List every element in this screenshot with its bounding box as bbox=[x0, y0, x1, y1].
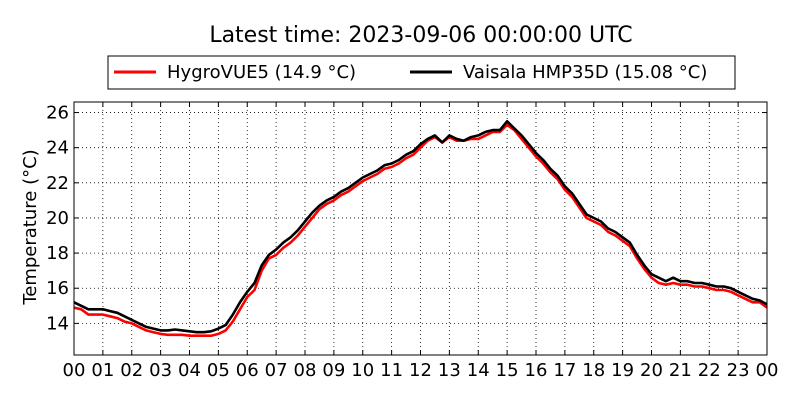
y-tick-label: 24 bbox=[46, 138, 69, 159]
x-tick-label: 10 bbox=[351, 360, 374, 381]
x-tick-label: 23 bbox=[727, 360, 750, 381]
x-tick-label: 22 bbox=[698, 360, 721, 381]
y-axis-label: Temperature (°C) bbox=[20, 149, 41, 305]
x-tick-label: 01 bbox=[91, 360, 114, 381]
x-tick-label: 09 bbox=[322, 360, 345, 381]
x-tick-label: 11 bbox=[380, 360, 403, 381]
axis-ticks: 00 01 02 03 04 05 06 07 08 09 10 11 12 13 14 15 16 17 18 19… bbox=[46, 102, 778, 381]
x-tick-label: 04 bbox=[178, 360, 201, 381]
x-tick-label: 12 bbox=[409, 360, 432, 381]
y-tick-label: 14 bbox=[46, 313, 69, 334]
series-line-hygrovue5 bbox=[73, 123, 768, 338]
x-tick-label: 16 bbox=[525, 360, 548, 381]
legend-label-hygrovue5: HygroVUE5 (14.9 °C) bbox=[167, 62, 356, 83]
x-tick-label: 18 bbox=[582, 360, 605, 381]
x-tick-label: 06 bbox=[236, 360, 259, 381]
x-tick-label: 00 bbox=[63, 360, 86, 381]
x-tick-label: 07 bbox=[265, 360, 288, 381]
legend-label-vaisala: Vaisala HMP35D (15.08 °C) bbox=[463, 62, 707, 83]
y-tick-label: 20 bbox=[46, 208, 69, 229]
x-tick-label: 03 bbox=[149, 360, 172, 381]
x-tick-label: 05 bbox=[207, 360, 230, 381]
x-tick-label: 14 bbox=[467, 360, 490, 381]
legend-box bbox=[107, 55, 736, 90]
x-tick-label: 15 bbox=[496, 360, 519, 381]
x-tick-label: 20 bbox=[640, 360, 663, 381]
x-tick-label: 00 bbox=[756, 360, 779, 381]
chart-title: Latest time: 2023-09-06 00:00:00 UTC bbox=[209, 23, 632, 48]
series-lines bbox=[73, 120, 768, 338]
y-tick-label: 26 bbox=[46, 103, 69, 124]
x-tick-label: 08 bbox=[294, 360, 317, 381]
x-tick-label: 17 bbox=[553, 360, 576, 381]
series-line-vaisala bbox=[73, 120, 768, 334]
x-tick-label: 02 bbox=[120, 360, 143, 381]
x-tick-label: 13 bbox=[438, 360, 461, 381]
plot-frame bbox=[73, 101, 768, 356]
y-tick-label: 16 bbox=[46, 278, 69, 299]
grid bbox=[74, 102, 767, 355]
legend: HygroVUE5 (14.9 °C) Vaisala HMP35D (15.0… bbox=[107, 55, 736, 90]
y-tick-label: 22 bbox=[46, 173, 69, 194]
x-tick-label: 19 bbox=[611, 360, 634, 381]
x-tick-label: 21 bbox=[669, 360, 692, 381]
y-tick-label: 18 bbox=[46, 243, 69, 264]
